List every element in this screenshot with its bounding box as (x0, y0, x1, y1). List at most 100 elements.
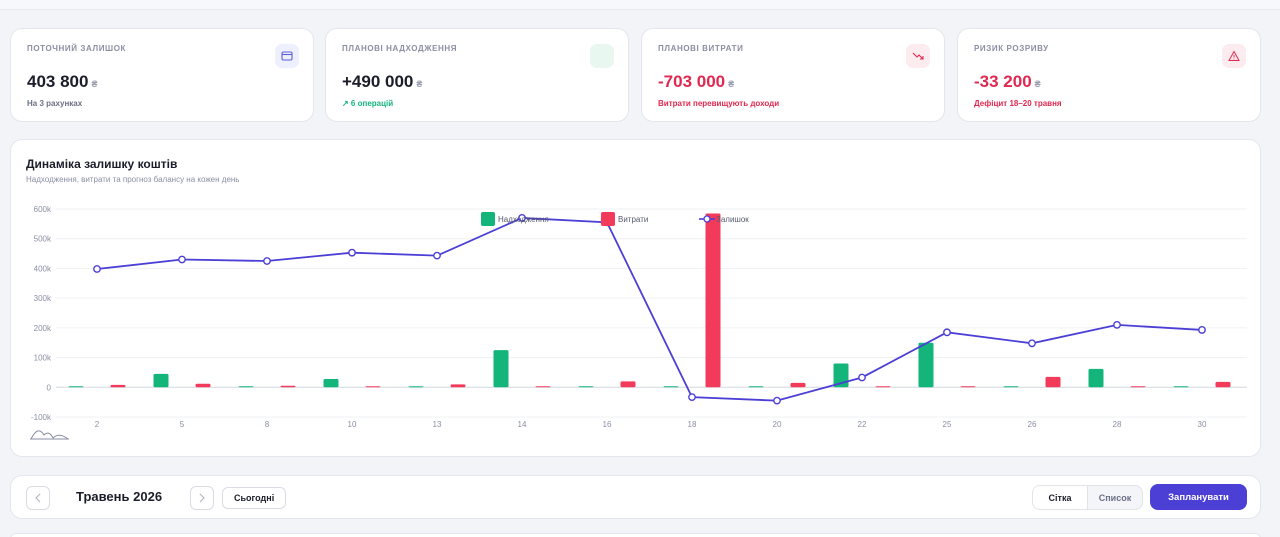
income-bar (493, 350, 509, 388)
balance-point (773, 396, 781, 405)
warning-icon (1222, 44, 1246, 68)
today-button[interactable]: Сьогодні (222, 487, 287, 509)
balance-point (1028, 339, 1036, 348)
x-tick-label: 13 (433, 420, 442, 429)
x-tick-label: 2 (95, 420, 100, 429)
chevron-left-icon (35, 493, 41, 503)
expense-bar (620, 381, 636, 388)
legend-label: Витрати (618, 215, 648, 224)
expense-bar (280, 385, 296, 388)
x-tick-label: 10 (348, 420, 357, 429)
income-bar (323, 378, 339, 388)
kpi-planned-income: ПЛАНОВІ НАДХОДЖЕННЯ +490 000 ₴ ↗ 6 операц… (325, 28, 629, 122)
expense-bar (1130, 386, 1146, 388)
kpi-label: ПЛАНОВІ ВИТРАТИ (658, 44, 744, 53)
kpi-subtext: Дефіцит 18–20 травня (974, 99, 1062, 108)
chart-subtitle: Надходження, витрати та прогноз балансу … (26, 175, 240, 184)
legend-marker (703, 215, 711, 223)
balance-point (178, 255, 186, 264)
income-bar (918, 342, 934, 388)
chevron-right-icon (199, 493, 205, 503)
calendar-toolbar: Травень 2026 Сьогодні Сітка Список Запла… (10, 475, 1261, 519)
income-icon (590, 44, 614, 68)
x-tick-label: 8 (265, 420, 270, 429)
x-tick-label: 30 (1198, 420, 1207, 429)
trend-down-icon (906, 44, 930, 68)
x-tick-label: 5 (180, 420, 185, 429)
income-bar (1088, 368, 1104, 388)
y-tick-label: 600k (34, 205, 52, 214)
kpi-subtext: На 3 рахунках (27, 99, 83, 108)
expense-bar (195, 383, 211, 388)
wallet-icon (275, 44, 299, 68)
x-tick-label: 22 (858, 420, 867, 429)
y-tick-label: 500k (34, 235, 52, 244)
kpi-label: РИЗИК РОЗРИВУ (974, 44, 1049, 53)
income-bar (1003, 386, 1019, 388)
expense-bar (535, 386, 551, 388)
y-tick-label: 200k (34, 324, 52, 333)
view-list-button[interactable]: Список (1098, 492, 1132, 503)
kpi-planned-expenses: ПЛАНОВІ ВИТРАТИ -703 000 ₴ Витрати переви… (641, 28, 945, 122)
x-tick-label: 16 (603, 420, 612, 429)
balance-chart-card: Динаміка залишку коштів Надходження, вит… (10, 139, 1261, 457)
x-tick-label: 20 (773, 420, 782, 429)
expense-bar (875, 386, 891, 388)
calendar-panel (10, 533, 1261, 537)
kpi-subtext: Витрати перевищують доходи (658, 99, 780, 108)
income-bar (68, 386, 84, 388)
x-tick-label: 26 (1028, 420, 1037, 429)
kpi-value: -703 000 ₴ (658, 72, 735, 91)
y-tick-label: -100k (31, 413, 52, 422)
expense-bar (1045, 376, 1061, 388)
balance-point (688, 393, 696, 402)
balance-point (858, 373, 866, 382)
income-bar (578, 386, 594, 388)
kpi-current-balance: ПОТОЧНИЙ ЗАЛИШОК 403 800 ₴ На 3 рахунках (10, 28, 314, 122)
legend-label: Залишок (716, 215, 749, 224)
y-tick-label: 400k (34, 264, 52, 273)
balance-line (96, 217, 1203, 402)
plan-button[interactable]: Запланувати (1150, 484, 1247, 510)
legend-label: Надходження (498, 215, 549, 224)
income-bar (408, 386, 424, 388)
income-bar (238, 386, 254, 388)
kpi-value: +490 000 ₴ (342, 72, 423, 91)
view-toggle: Сітка Список (1032, 485, 1143, 510)
next-month-button[interactable] (190, 486, 214, 510)
expense-bar (1215, 381, 1231, 388)
expense-bar (705, 213, 721, 388)
expense-bar (365, 386, 381, 388)
expense-bar (110, 384, 126, 388)
income-bar (663, 386, 679, 388)
view-grid-button[interactable]: Сітка (1033, 486, 1088, 509)
brush-icon (30, 430, 69, 440)
kpi-gap-risk: РИЗИК РОЗРИВУ -33 200 ₴ Дефіцит 18–20 тра… (957, 28, 1261, 122)
x-tick-label: 18 (688, 420, 697, 429)
legend-swatch (601, 212, 615, 226)
balance-point (943, 328, 951, 337)
y-tick-label: 100k (34, 354, 52, 363)
balance-point (433, 251, 441, 260)
kpi-label: ПОТОЧНИЙ ЗАЛИШОК (27, 44, 126, 53)
income-bar (748, 386, 764, 388)
kpi-value: 403 800 ₴ (27, 72, 98, 91)
chart-title: Динаміка залишку коштів (26, 157, 178, 171)
balance-point (348, 248, 356, 257)
current-month: Травень 2026 (76, 489, 163, 504)
balance-point (1198, 326, 1206, 334)
top-bar (0, 0, 1280, 10)
kpi-label: ПЛАНОВІ НАДХОДЖЕННЯ (342, 44, 458, 53)
income-bar (153, 373, 169, 388)
prev-month-button[interactable] (26, 486, 50, 510)
income-bar (1173, 386, 1189, 388)
x-tick-label: 28 (1113, 420, 1122, 429)
x-tick-label: 14 (518, 420, 527, 429)
legend-swatch (481, 212, 495, 226)
balance-point (518, 214, 526, 222)
expense-bar (450, 384, 466, 388)
balance-point (1113, 320, 1121, 329)
kpi-value: -33 200 ₴ (974, 72, 1041, 91)
y-tick-label: 300k (34, 294, 52, 303)
